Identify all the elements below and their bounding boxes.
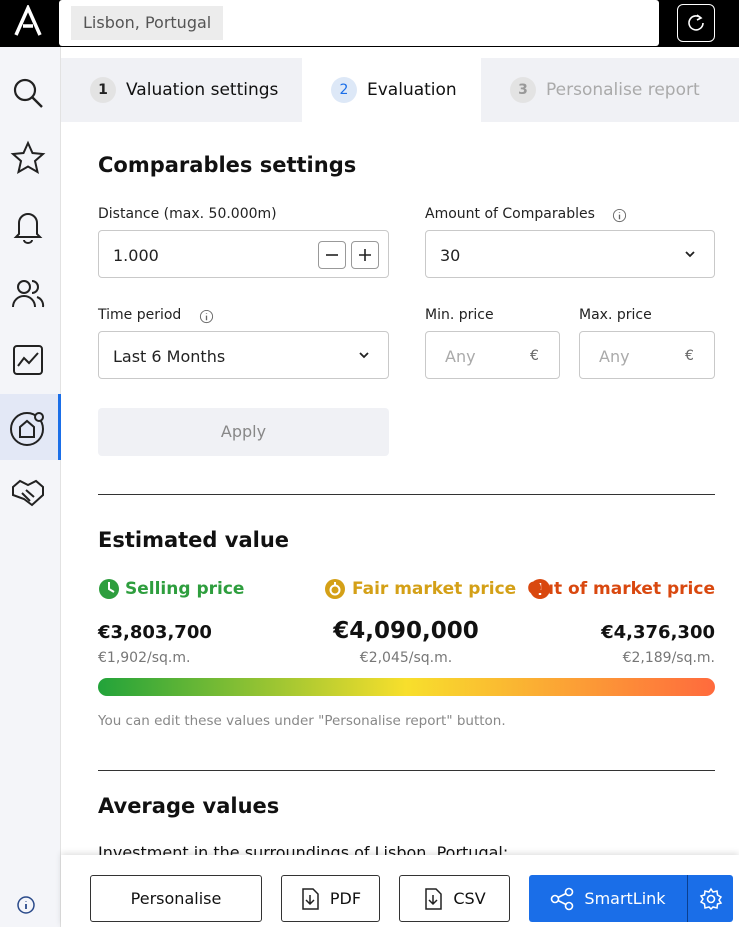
max-price-input[interactable]: Any € (579, 331, 715, 379)
decrement-button[interactable] (318, 241, 346, 269)
divider (98, 494, 715, 495)
tab-number: 3 (510, 77, 536, 103)
currency: € (530, 348, 539, 364)
footer: Personalise PDF CSV SmartLink (61, 855, 739, 927)
field-label: Distance (max. 50.000m) (98, 206, 277, 222)
price-value: €3,803,700 (98, 622, 212, 643)
analytics-icon[interactable] (10, 342, 46, 378)
tab-number: 1 (90, 77, 116, 103)
select-value: 30 (440, 246, 461, 265)
favorites-icon[interactable] (10, 140, 46, 176)
smartlink-button[interactable]: SmartLink (529, 875, 687, 922)
note: You can edit these values under "Persona… (98, 713, 506, 729)
button-label: SmartLink (584, 889, 666, 908)
section-title: Average values (98, 794, 280, 818)
csv-button[interactable]: CSV (399, 875, 510, 922)
button-divider (687, 875, 688, 922)
tab[interactable]: 1 Valuation settings (61, 58, 302, 122)
field-label: Min. price (425, 307, 494, 323)
search-box[interactable]: Lisbon, Portugal (59, 0, 659, 46)
valuation-icon[interactable] (8, 409, 46, 447)
selling-icon (99, 579, 119, 599)
settings-button[interactable] (688, 875, 733, 922)
sidebar (0, 47, 61, 927)
tab-bar: 1 Valuation settings 2 Evaluation 3 Pers… (61, 58, 739, 122)
price-label: Fair market price (352, 579, 517, 599)
section-title: Estimated value (98, 528, 290, 552)
tab-label: Valuation settings (126, 80, 279, 100)
refresh-button[interactable] (677, 4, 715, 42)
price-range-bar (98, 678, 715, 696)
tab-number: 2 (331, 77, 357, 103)
amount-select[interactable]: 30 (425, 230, 715, 278)
price-per-sqm: €2,189/sq.m. (622, 650, 715, 666)
field-label: Max. price (579, 307, 652, 323)
button-label: CSV (453, 889, 486, 908)
placeholder: Any (599, 347, 630, 366)
location-chip[interactable]: Lisbon, Portugal (71, 6, 224, 40)
min-price-input[interactable]: Any € (425, 331, 560, 379)
price-per-sqm: €1,902/sq.m. (98, 650, 191, 666)
alerts-icon[interactable] (10, 208, 46, 244)
field-label: Amount of Comparables (425, 206, 595, 222)
select-value: Last 6 Months (113, 347, 226, 366)
fair-icon (325, 579, 345, 599)
logo[interactable] (12, 5, 44, 37)
price-label: Out of market price (527, 579, 715, 599)
tab-active[interactable]: 2 Evaluation (302, 58, 481, 122)
tab-label: Evaluation (367, 80, 457, 100)
price-value: €4,090,000 (333, 618, 479, 644)
info-icon[interactable] (612, 208, 627, 223)
price-value: €4,376,300 (601, 622, 715, 643)
increment-button[interactable] (351, 241, 379, 269)
search-icon[interactable] (10, 75, 46, 111)
button-label: Personalise (130, 889, 222, 908)
info-icon[interactable] (16, 895, 36, 915)
top-bar: Lisbon, Portugal (0, 0, 739, 47)
out-icon (530, 579, 550, 599)
smartlink-group: SmartLink (529, 875, 733, 922)
price-label: Selling price (125, 579, 245, 599)
currency: € (685, 348, 694, 364)
input-value: 1.000 (113, 246, 159, 265)
tab[interactable]: 3 Personalise report (481, 58, 739, 122)
field-label: Time period (98, 307, 182, 323)
price-per-sqm: €2,045/sq.m. (359, 650, 453, 666)
users-icon[interactable] (10, 275, 46, 311)
personalise-button[interactable]: Personalise (90, 875, 262, 922)
apply-button[interactable]: Apply (98, 408, 389, 456)
pdf-button[interactable]: PDF (281, 875, 380, 922)
divider (98, 770, 715, 771)
section-title: Comparables settings (98, 153, 357, 177)
tab-label: Personalise report (546, 80, 700, 100)
info-icon[interactable] (199, 309, 214, 324)
deals-icon[interactable] (10, 475, 46, 511)
time-period-select[interactable]: Last 6 Months (98, 331, 389, 379)
distance-input[interactable]: 1.000 (98, 230, 389, 278)
button-label: PDF (329, 889, 362, 908)
placeholder: Any (445, 347, 476, 366)
